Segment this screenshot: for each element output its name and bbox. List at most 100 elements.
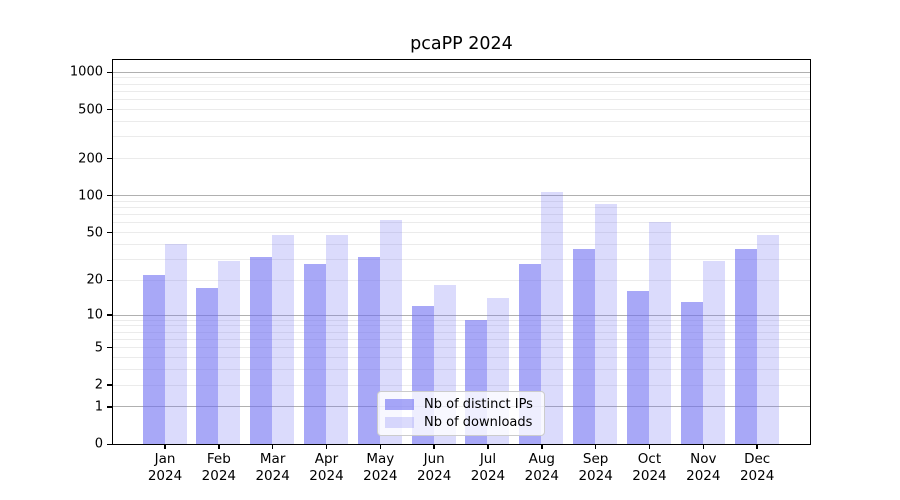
x-axis-label-apr: Apr 2024 (309, 451, 344, 484)
legend-item-distinct-ips: Nb of distinct IPs (385, 397, 536, 412)
y-axis-label-500: 500 (78, 102, 103, 118)
bar-downloads-oct (648, 222, 671, 444)
gridline-minor-30 (112, 258, 810, 260)
gridline-minor-40 (112, 243, 810, 245)
y-axis-label-10: 10 (86, 307, 103, 323)
y-tick-mark-200 (107, 158, 112, 160)
x-axis-label-may: May 2024 (363, 451, 398, 484)
x-axis-label-sep: Sep 2024 (578, 451, 613, 484)
bar-ips-dec (734, 249, 757, 444)
y-tick-mark-20 (107, 279, 112, 282)
bar-downloads-mar (272, 235, 295, 444)
bar-ips-sep (573, 249, 596, 444)
bar-ips-may (357, 257, 380, 444)
y-axis-label-20: 20 (86, 272, 103, 288)
y-tick-mark-50 (107, 231, 112, 234)
x-tick-mark-aug (541, 444, 543, 449)
gridline-minor-7 (112, 331, 810, 333)
x-axis-label-nov: Nov 2024 (686, 451, 721, 484)
x-axis-label-feb: Feb 2024 (201, 451, 236, 484)
legend-label-distinct-ips: Nb of distinct IPs (424, 397, 533, 412)
gridline-minor-700 (112, 90, 810, 92)
bar-ips-feb (196, 288, 219, 444)
gridline-minor-80 (112, 207, 810, 209)
bar-ips-oct (626, 291, 649, 444)
y-tick-mark-10 (107, 314, 112, 316)
legend-label-downloads: Nb of downloads (424, 415, 533, 430)
x-axis-label-jun: Jun 2024 (416, 451, 452, 484)
gridline-minor-60 (112, 222, 810, 224)
x-tick-mark-dec (756, 444, 758, 449)
x-tick-mark-mar (271, 444, 274, 449)
bar-ips-mar (250, 257, 273, 444)
bar-downloads-may (379, 219, 402, 444)
gridline-major-10 (112, 314, 810, 316)
bar-downloads-feb (218, 260, 241, 444)
bar-downloads-jan (164, 243, 187, 444)
gridline-minor-300 (112, 136, 810, 138)
y-axis-label-50: 50 (86, 225, 103, 241)
downloads-swatch (385, 417, 414, 428)
gridline-minor-500 (112, 109, 810, 111)
gridline-minor-4 (112, 357, 810, 359)
y-axis-label-1: 1 (94, 399, 103, 415)
y-tick-mark-5 (107, 347, 112, 349)
x-axis-label-aug: Aug 2024 (524, 451, 559, 484)
bar-downloads-sep (595, 203, 618, 444)
x-tick-mark-jun (433, 444, 435, 449)
x-tick-mark-nov (702, 444, 704, 449)
x-tick-mark-jan (164, 444, 166, 449)
bar-downloads-apr (325, 235, 348, 444)
bar-downloads-aug (541, 192, 564, 444)
x-axis-label-jul: Jul 2024 (470, 451, 506, 484)
x-tick-mark-sep (594, 444, 597, 449)
plot-area (111, 58, 811, 445)
gridline-minor-90 (112, 200, 810, 202)
x-axis-label-mar: Mar 2024 (255, 451, 290, 484)
y-axis-label-0: 0 (94, 436, 103, 452)
y-tick-mark-1 (107, 406, 112, 408)
x-tick-mark-feb (218, 444, 220, 449)
x-tick-mark-oct (648, 444, 651, 449)
y-axis-label-200: 200 (78, 151, 103, 167)
legend-item-downloads: Nb of downloads (385, 415, 536, 430)
y-axis-label-100: 100 (78, 188, 103, 204)
x-axis-label-dec: Dec 2024 (739, 451, 775, 484)
x-axis-label-oct: Oct 2024 (632, 451, 667, 484)
gridline-minor-8 (112, 325, 810, 327)
gridline-minor-70 (112, 214, 810, 216)
gridline-minor-3 (112, 369, 810, 371)
y-tick-mark-500 (107, 108, 112, 111)
chart-title: pcaPP 2024 (410, 34, 513, 54)
bar-downloads-nov (702, 260, 725, 444)
gridline-minor-50 (112, 232, 810, 234)
y-axis-label-5: 5 (94, 340, 103, 356)
gridline-minor-200 (112, 158, 810, 160)
gridline-minor-6 (112, 339, 810, 340)
bar-ips-apr (303, 264, 326, 444)
y-tick-mark-0 (107, 443, 112, 445)
y-axis-label-1000: 1000 (69, 64, 103, 80)
gridline-minor-20 (112, 279, 810, 281)
bar-downloads-dec (756, 235, 779, 444)
gridline-minor-400 (112, 121, 810, 122)
gridline-major-1000 (112, 71, 810, 73)
bar-ips-nov (680, 301, 703, 444)
gridline-minor-800 (112, 83, 810, 85)
y-axis-label-2: 2 (94, 377, 103, 393)
gridline-minor-2 (112, 384, 810, 386)
x-axis-label-jan: Jan 2024 (147, 451, 183, 484)
y-tick-mark-1000 (107, 71, 112, 73)
y-tick-mark-100 (107, 195, 112, 197)
gridline-minor-5 (112, 347, 810, 349)
x-tick-mark-may (379, 444, 381, 449)
legend: Nb of distinct IPs Nb of downloads (377, 391, 545, 436)
distinct-ips-swatch (385, 399, 414, 410)
y-tick-mark-2 (107, 384, 112, 386)
gridline-minor-600 (112, 99, 810, 101)
gridline-major-100 (112, 195, 810, 197)
gridline-minor-900 (112, 77, 810, 79)
bar-ips-jan (142, 274, 165, 444)
x-tick-mark-jul (487, 444, 489, 449)
